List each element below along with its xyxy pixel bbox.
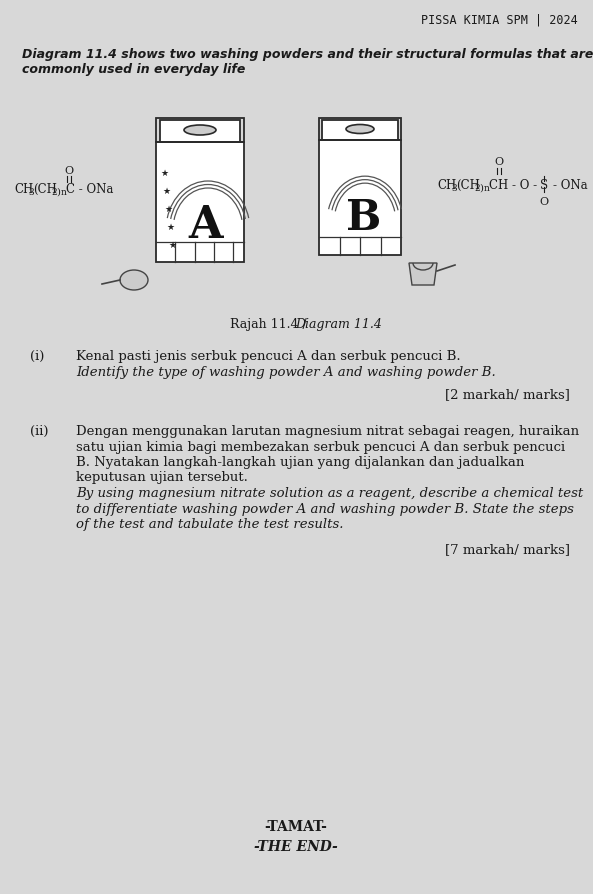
Text: (CH: (CH [456,178,480,191]
Text: Kenal pasti jenis serbuk pencuci A dan serbuk pencuci B.: Kenal pasti jenis serbuk pencuci A dan s… [76,350,461,363]
Text: keputusan ujian tersebut.: keputusan ujian tersebut. [76,471,248,484]
Text: of the test and tabulate the test results.: of the test and tabulate the test result… [76,518,343,530]
Text: By using magnesium nitrate solution as a reagent, describe a chemical test: By using magnesium nitrate solution as a… [76,486,584,500]
Text: B. Nyatakan langkah-langkah ujian yang dijalankan dan jadualkan: B. Nyatakan langkah-langkah ujian yang d… [76,455,524,468]
Bar [319,141,401,256]
Text: -THE END-: -THE END- [254,839,338,853]
Text: 3: 3 [28,187,34,197]
Text: ★: ★ [162,186,170,195]
Text: 2: 2 [474,183,480,192]
Text: CH: CH [437,178,456,191]
Text: to differentiate washing powder A and washing powder B. State the steps: to differentiate washing powder A and wa… [76,502,574,515]
Polygon shape [409,264,437,286]
Text: O: O [495,156,503,167]
Text: ★: ★ [166,223,174,232]
Text: n: n [484,183,490,192]
Text: (CH: (CH [33,182,57,195]
Ellipse shape [120,271,148,291]
Text: Rajah 11.4 /: Rajah 11.4 / [230,317,311,331]
Text: [7 markah/ marks]: [7 markah/ marks] [445,543,570,556]
Text: O: O [540,197,549,207]
Bar [160,121,240,143]
Bar [156,119,244,143]
Text: ★: ★ [168,240,176,249]
Text: (i): (i) [30,350,44,363]
Text: CH - O -: CH - O - [489,178,537,191]
Text: Dengan menggunakan larutan magnesium nitrat sebagai reagen, huraikan: Dengan menggunakan larutan magnesium nit… [76,425,579,437]
Bar [322,121,398,141]
Text: O: O [65,165,74,176]
Text: 2: 2 [51,187,56,197]
Text: 3: 3 [451,183,457,192]
Text: Diagram 11.4: Diagram 11.4 [295,317,382,331]
Text: C - ONa: C - ONa [66,182,113,195]
Text: B: B [346,197,382,239]
Text: (ii): (ii) [30,425,49,437]
Ellipse shape [184,126,216,136]
Text: PISSA KIMIA SPM | 2024: PISSA KIMIA SPM | 2024 [421,13,578,27]
Text: S: S [540,178,548,191]
Text: ★: ★ [164,204,172,214]
Text: ): ) [479,183,483,192]
Text: ★: ★ [160,168,168,177]
Text: Identify the type of washing powder A and washing powder B.: Identify the type of washing powder A an… [76,366,496,378]
Text: A: A [189,203,223,246]
Bar [156,143,244,263]
Ellipse shape [346,125,374,134]
Text: CH: CH [14,182,33,195]
Text: n: n [61,187,67,197]
Text: satu ujian kimia bagi membezakan serbuk pencuci A dan serbuk pencuci: satu ujian kimia bagi membezakan serbuk … [76,440,565,453]
Text: [2 markah/ marks]: [2 markah/ marks] [445,388,570,401]
Text: Diagram 11.4 shows two washing powders and their structural formulas that are: Diagram 11.4 shows two washing powders a… [22,48,593,61]
Text: commonly used in everyday life: commonly used in everyday life [22,63,246,76]
Bar [319,119,401,141]
Text: - ONa: - ONa [553,178,588,191]
Text: -TAMAT-: -TAMAT- [264,819,327,833]
Text: ): ) [56,187,60,197]
